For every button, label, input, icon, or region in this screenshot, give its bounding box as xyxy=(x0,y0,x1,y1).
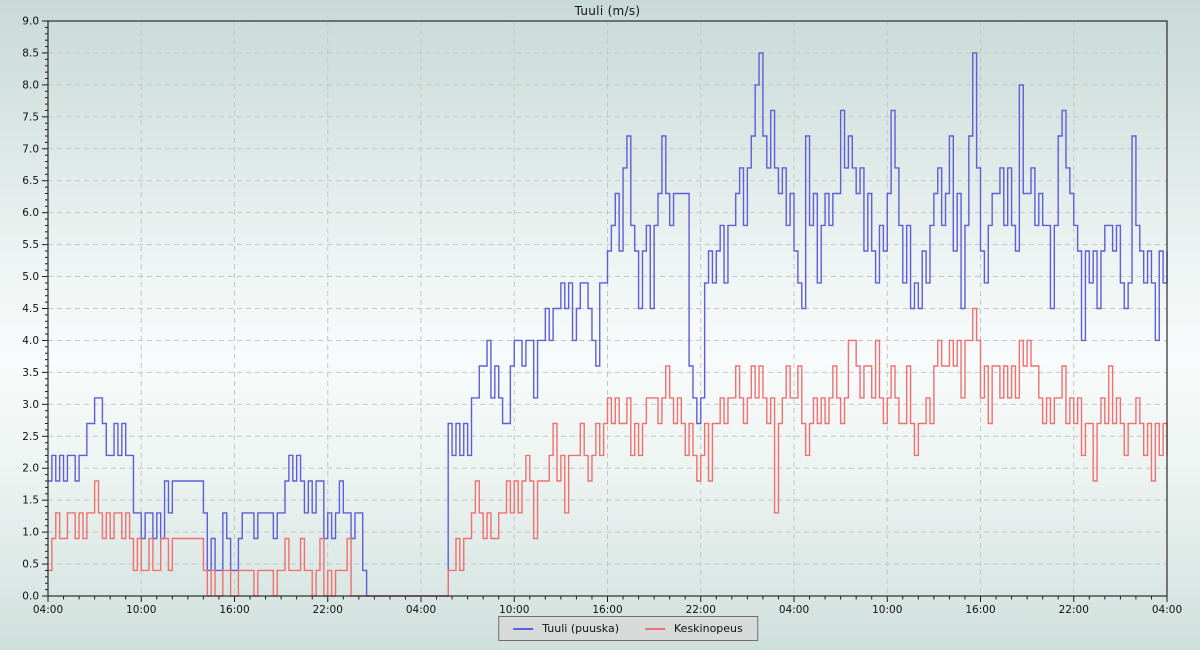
svg-text:16:00: 16:00 xyxy=(219,604,249,616)
legend-label-gust: Tuuli (puuska) xyxy=(542,622,620,635)
svg-text:22:00: 22:00 xyxy=(686,604,716,616)
legend-label-mean: Keskinopeus xyxy=(674,622,743,635)
svg-text:10:00: 10:00 xyxy=(126,604,156,616)
svg-text:0.5: 0.5 xyxy=(22,559,39,571)
svg-text:04:00: 04:00 xyxy=(1152,604,1182,616)
svg-text:16:00: 16:00 xyxy=(965,604,995,616)
svg-text:04:00: 04:00 xyxy=(33,604,63,616)
svg-text:4.0: 4.0 xyxy=(22,335,39,347)
svg-text:5.0: 5.0 xyxy=(22,271,39,283)
chart-legend: Tuuli (puuska) Keskinopeus xyxy=(498,616,758,641)
svg-text:5.5: 5.5 xyxy=(22,239,39,251)
svg-text:2.5: 2.5 xyxy=(22,431,39,443)
legend-item-mean: Keskinopeus xyxy=(645,622,743,635)
svg-text:10:00: 10:00 xyxy=(872,604,902,616)
chart-title: Tuuli (m/s) xyxy=(574,4,641,18)
mean-line-swatch xyxy=(645,627,666,630)
svg-text:0.0: 0.0 xyxy=(22,591,39,603)
svg-text:1.0: 1.0 xyxy=(22,527,39,539)
svg-text:3.0: 3.0 xyxy=(22,399,39,411)
svg-text:6.0: 6.0 xyxy=(22,207,39,219)
legend-item-gust: Tuuli (puuska) xyxy=(513,622,619,635)
svg-text:8.0: 8.0 xyxy=(22,79,39,91)
svg-text:3.5: 3.5 xyxy=(22,367,39,379)
svg-text:04:00: 04:00 xyxy=(779,604,809,616)
svg-text:22:00: 22:00 xyxy=(1059,604,1089,616)
svg-text:9.0: 9.0 xyxy=(22,16,39,28)
svg-text:8.5: 8.5 xyxy=(22,47,39,59)
svg-text:04:00: 04:00 xyxy=(406,604,436,616)
svg-text:7.5: 7.5 xyxy=(22,111,39,123)
svg-text:16:00: 16:00 xyxy=(592,604,622,616)
gust-line-swatch xyxy=(513,627,534,630)
svg-text:22:00: 22:00 xyxy=(313,604,343,616)
svg-text:6.5: 6.5 xyxy=(22,175,39,187)
svg-text:2.0: 2.0 xyxy=(22,463,39,475)
svg-text:1.5: 1.5 xyxy=(22,495,39,507)
svg-text:7.0: 7.0 xyxy=(22,143,39,155)
svg-text:4.5: 4.5 xyxy=(22,303,39,315)
svg-text:10:00: 10:00 xyxy=(499,604,529,616)
